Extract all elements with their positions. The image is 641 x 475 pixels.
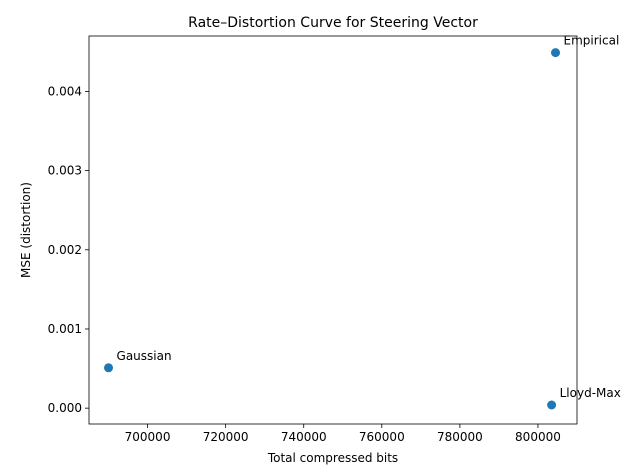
chart-title: Rate–Distortion Curve for Steering Vecto… [188, 15, 478, 31]
data-point [551, 48, 561, 58]
data-points: Gaussian Empirical Lloyd-Max [104, 34, 621, 410]
x-tick-label: 800000 [515, 430, 561, 444]
y-tick-label: 0.000 [48, 401, 82, 415]
x-tick-label: 740000 [281, 430, 327, 444]
point-annotation: Lloyd-Max [560, 386, 621, 400]
y-tick-label: 0.001 [48, 322, 82, 336]
y-tick-label: 0.002 [48, 243, 82, 257]
point-annotation: Empirical [564, 34, 620, 48]
y-tick-label: 0.004 [48, 84, 82, 98]
point-annotation: Gaussian [117, 349, 172, 363]
data-point [104, 363, 114, 373]
plot-area [88, 35, 578, 425]
x-axis: 700000 720000 740000 760000 780000 800000 [125, 424, 561, 444]
y-axis-label: MSE (distortion) [19, 182, 33, 278]
plot-frame [88, 35, 578, 425]
x-tick-label: 720000 [203, 430, 249, 444]
x-tick-label: 760000 [359, 430, 405, 444]
y-axis: 0.000 0.001 0.002 0.003 0.004 [48, 84, 89, 415]
x-axis-label: Total compressed bits [267, 451, 398, 465]
x-tick-label: 780000 [437, 430, 483, 444]
y-tick-label: 0.003 [48, 164, 82, 178]
x-tick-label: 700000 [125, 430, 171, 444]
data-point [547, 400, 557, 410]
